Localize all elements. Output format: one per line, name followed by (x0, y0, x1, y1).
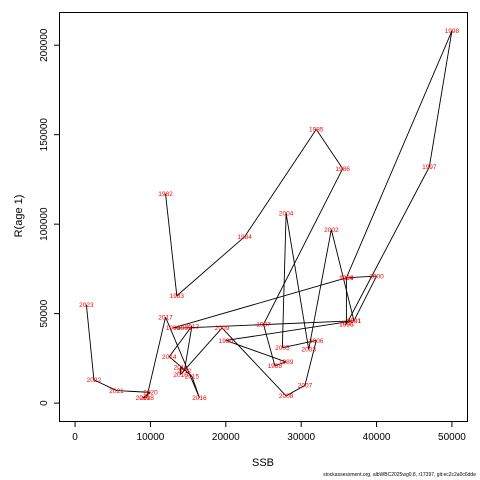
point-label-2007: 2007 (298, 383, 313, 390)
point-label-1995: 1995 (339, 322, 354, 329)
y-tick-label: 0 (39, 400, 50, 406)
plot-frame (59, 12, 468, 422)
point-label-2003: 2003 (301, 347, 316, 354)
point-label-2017: 2017 (158, 315, 173, 322)
point-label-1982: 1982 (158, 191, 173, 198)
point-label-2010: 2010 (173, 372, 188, 379)
point-label-2001: 2001 (347, 318, 362, 325)
segment-2011-2012 (180, 366, 185, 372)
x-axis-title: SSB (252, 457, 274, 469)
segment-1997-1998 (428, 30, 453, 167)
footer-caption: stockassessment.org, albWBC2025wg0.8, r1… (323, 472, 476, 478)
segment-1998-1999 (345, 30, 453, 279)
point-label-1999: 1999 (339, 275, 354, 282)
point-label-2023: 2023 (79, 302, 94, 309)
x-axis: 0 10000 20000 30000 40000 50000 (72, 421, 466, 443)
segment-1987-1988 (263, 324, 276, 366)
segment-1991-1992 (184, 320, 354, 329)
point-label-2002: 2002 (324, 227, 339, 234)
segment-2004-2005 (281, 213, 287, 348)
point-label-2011: 2011 (174, 365, 188, 372)
segment-1983-1984 (176, 236, 245, 297)
point-label-2004: 2004 (279, 211, 294, 218)
segment-2012-2013 (183, 326, 193, 371)
segment-2006-2007 (304, 340, 317, 386)
x-tick-label: 50000 (438, 432, 466, 443)
segment-1990-1991 (225, 320, 355, 341)
point-label-1983: 1983 (170, 293, 185, 300)
segment-1988-1989 (274, 361, 287, 366)
point-label-1992: 1992 (177, 325, 192, 332)
point-label-1989: 1989 (279, 359, 294, 366)
segment-2022-2023 (85, 304, 95, 380)
segment-2008-2009 (221, 327, 287, 397)
y-tick-label: 50000 (39, 299, 50, 327)
segment-2017-2018 (146, 317, 166, 398)
y-axis-title: R(age 1) (13, 195, 25, 238)
segment-2003-2004 (285, 213, 310, 350)
x-tick-label: 20000 (212, 432, 240, 443)
segment-1982-1983 (165, 193, 178, 296)
segment-1999-2000 (346, 275, 377, 279)
point-label-1984: 1984 (237, 234, 252, 241)
segment-2002-2003 (308, 229, 332, 350)
y-tick-label: 100000 (39, 207, 50, 241)
point-label-2008: 2008 (279, 393, 294, 400)
point-label-2020: 2020 (143, 390, 158, 397)
segment-2019-2020 (142, 392, 151, 399)
segment-2007-2008 (285, 384, 306, 397)
point-label-1990: 1990 (219, 338, 234, 345)
segment-1986-1987 (263, 168, 344, 325)
point-label-2022: 2022 (87, 377, 102, 384)
point-label-1987: 1987 (256, 322, 271, 329)
point-label-1998: 1998 (445, 28, 460, 35)
segment-2013-2014 (168, 325, 193, 357)
segment-1985-1986 (315, 129, 344, 169)
segment-1989-1990 (225, 340, 287, 363)
segment-1996-1997 (346, 166, 430, 325)
point-label-1996: 1996 (339, 322, 354, 329)
x-tick-label: 10000 (137, 432, 165, 443)
segment-2005-2006 (282, 340, 317, 349)
point-label-2005: 2005 (275, 345, 290, 352)
point-label-1993: 1993 (166, 325, 181, 332)
point-label-1988: 1988 (268, 363, 283, 370)
point-label-2015: 2015 (185, 374, 200, 381)
point-label-2012: 2012 (177, 368, 192, 375)
point-label-2013: 2013 (185, 323, 200, 330)
segment-2020-2021 (116, 390, 151, 393)
segment-2009-2010 (180, 327, 223, 375)
point-label-2018: 2018 (139, 395, 154, 402)
point-label-1991: 1991 (347, 318, 362, 325)
x-tick-label: 30000 (287, 432, 315, 443)
point-label-2014: 2014 (162, 354, 177, 361)
series-lines (85, 30, 453, 399)
x-tick-label: 0 (72, 432, 78, 443)
segment-1993-1994 (172, 277, 347, 329)
segment-2016-2017 (165, 317, 200, 398)
y-tick-label: 150000 (39, 118, 50, 152)
point-label-2006: 2006 (309, 338, 324, 345)
point-label-1985: 1985 (309, 127, 324, 134)
point-label-2016: 2016 (192, 395, 207, 402)
segment-1984-1985 (244, 129, 317, 237)
point-label-2021: 2021 (109, 388, 124, 395)
y-axis: 0 50000 100000 150000 200000 (39, 28, 60, 406)
segment-2001-2002 (330, 229, 355, 321)
point-label-1997: 1997 (422, 164, 437, 171)
segment-2021-2022 (93, 379, 117, 391)
point-label-1994: 1994 (339, 275, 354, 282)
point-label-2009: 2009 (215, 325, 230, 332)
point-label-1986: 1986 (335, 166, 350, 173)
segment-2014-2015 (168, 356, 193, 377)
y-tick-label: 200000 (39, 28, 50, 62)
point-label-2000: 2000 (369, 273, 384, 280)
point-label-2019: 2019 (136, 395, 151, 402)
x-tick-label: 40000 (363, 432, 391, 443)
segment-2000-2001 (353, 275, 377, 321)
